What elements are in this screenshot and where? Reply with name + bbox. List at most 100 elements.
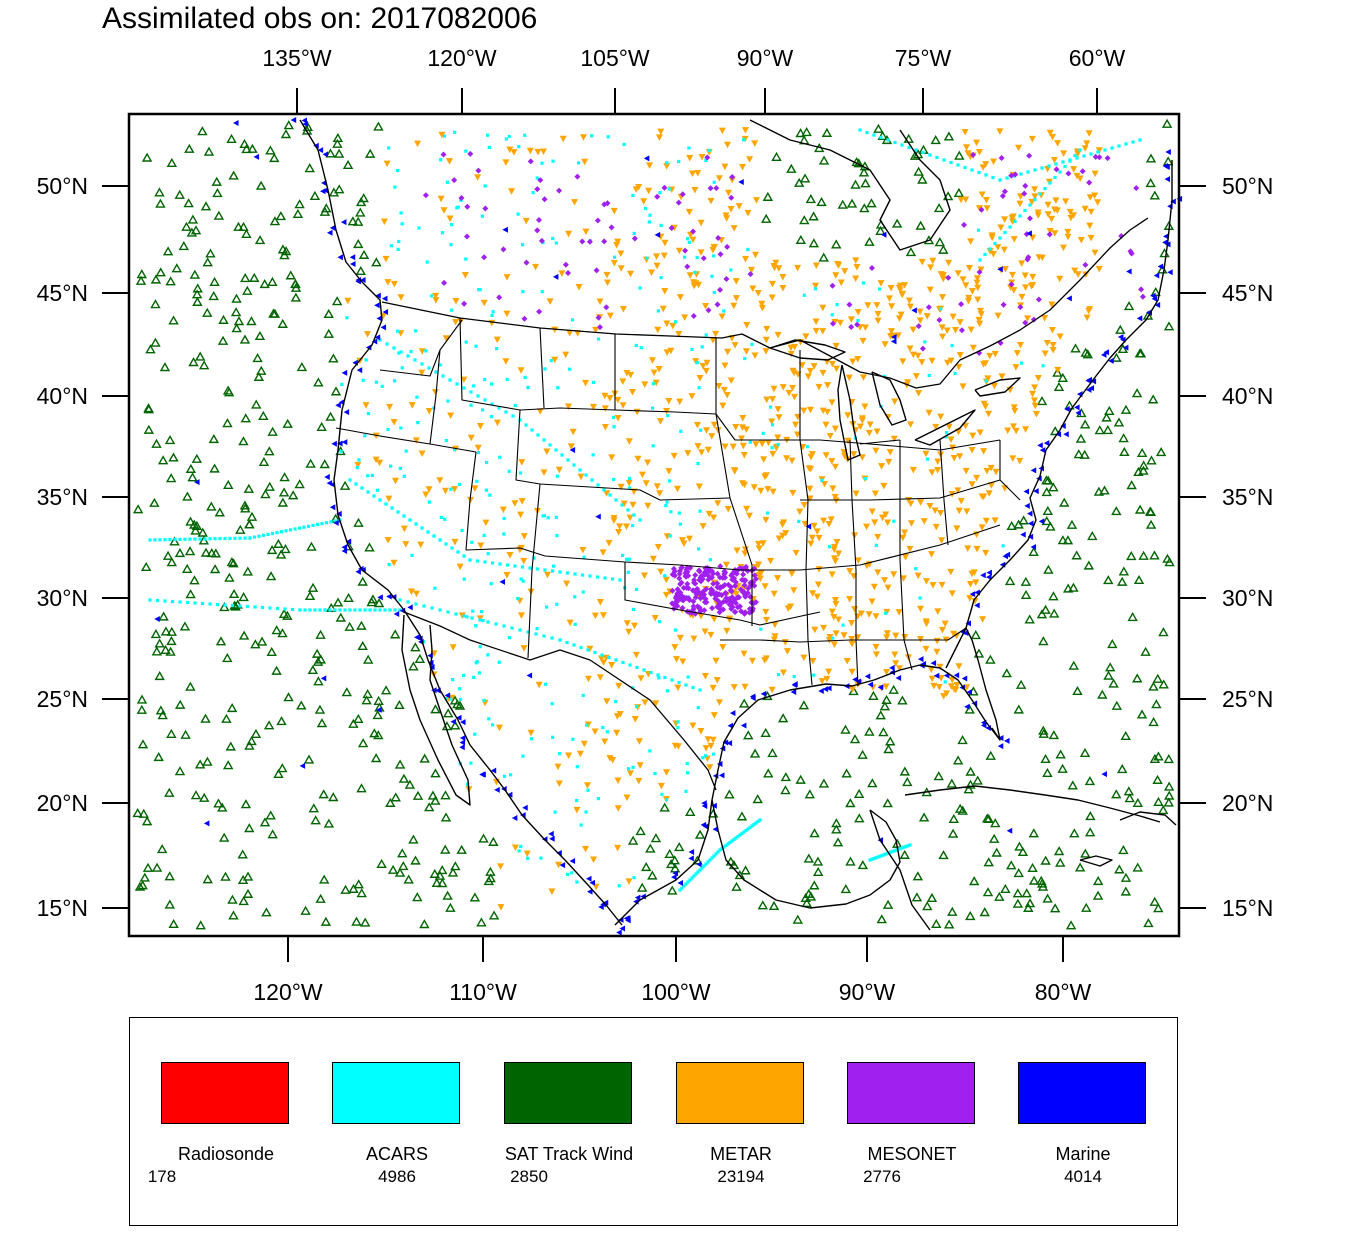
acars-marker — [253, 605, 257, 609]
acars-marker — [665, 500, 669, 504]
metar-marker — [685, 208, 693, 216]
sat-track-wind-marker — [1101, 412, 1112, 422]
hispaniola-coastline — [1119, 811, 1177, 826]
top-lon-label: 105°W — [580, 45, 650, 71]
sat-track-wind-marker — [780, 785, 791, 795]
metar-marker — [939, 333, 947, 341]
acars-marker — [677, 680, 681, 685]
sat-track-wind-marker — [1155, 447, 1167, 457]
mesonet-marker — [725, 581, 732, 588]
acars-marker — [701, 756, 705, 760]
sat-track-wind-marker — [373, 730, 384, 740]
metar-marker — [761, 583, 769, 590]
metar-marker — [1029, 234, 1037, 242]
acars-marker — [696, 461, 700, 466]
mesonet-marker — [527, 158, 534, 165]
legend-count: 2776 — [863, 1167, 901, 1186]
acars-marker — [400, 222, 404, 226]
metar-marker — [973, 139, 981, 147]
sat-track-wind-marker — [190, 525, 201, 535]
sat-track-wind-marker — [1048, 730, 1060, 740]
metar-marker — [948, 676, 956, 684]
sat-track-wind-marker — [664, 848, 675, 859]
sat-track-wind-marker — [665, 858, 677, 869]
metar-marker — [1091, 170, 1099, 178]
metar-marker — [953, 632, 961, 640]
acars-marker — [536, 433, 540, 437]
sat-track-wind-marker — [255, 180, 267, 190]
acars-marker — [1033, 168, 1037, 172]
acars-marker — [541, 514, 545, 518]
mesonet-marker — [1082, 261, 1089, 268]
acars-marker — [1003, 230, 1007, 235]
sat-track-wind-marker — [182, 491, 193, 501]
metar-marker — [968, 481, 976, 488]
marine-marker — [1006, 827, 1013, 834]
acars-marker — [935, 155, 939, 160]
acars-marker — [486, 620, 490, 624]
acars-marker — [707, 148, 711, 153]
metar-marker — [969, 432, 977, 440]
sat-track-wind-marker — [991, 847, 1002, 857]
marine-marker — [1030, 467, 1037, 474]
acars-marker — [504, 410, 508, 414]
legend-name: SAT Track Wind — [504, 1144, 634, 1164]
metar-marker — [872, 643, 880, 651]
metar-marker — [822, 421, 830, 429]
acars-marker — [573, 595, 577, 599]
acars-marker — [728, 840, 732, 845]
metar-marker — [631, 622, 639, 630]
metar-marker — [1050, 157, 1058, 164]
sat-track-wind-marker — [1147, 394, 1159, 404]
acars-marker — [408, 518, 412, 522]
metar-marker — [939, 294, 947, 301]
metar-marker — [635, 777, 643, 785]
metar-marker — [502, 358, 510, 365]
metar-marker — [774, 406, 782, 413]
acars-marker — [477, 671, 482, 675]
acars-marker — [649, 670, 653, 675]
sat-track-wind-marker — [356, 783, 367, 793]
acars-marker — [813, 287, 817, 291]
mesonet-marker — [556, 187, 563, 194]
metar-marker — [852, 275, 860, 282]
sat-track-wind-marker — [136, 704, 148, 714]
marine-marker — [1027, 533, 1034, 540]
acars-marker — [297, 526, 302, 530]
acars-marker — [1026, 170, 1030, 174]
metar-marker — [697, 219, 705, 227]
mesonet-marker — [746, 605, 753, 612]
metar-marker — [752, 197, 760, 204]
metar-marker — [641, 699, 649, 706]
acars-marker — [153, 538, 157, 542]
metar-marker — [511, 500, 519, 507]
acars-marker — [841, 623, 845, 627]
sat-track-wind-marker — [364, 542, 375, 552]
marine-marker — [333, 519, 339, 526]
metar-marker — [787, 344, 795, 352]
metar-marker — [1064, 228, 1072, 236]
sat-track-wind-marker — [1136, 709, 1148, 719]
acars-marker — [213, 537, 217, 541]
mesonet-marker — [721, 568, 728, 575]
metar-marker — [978, 191, 986, 199]
metar-marker — [653, 253, 661, 260]
mesonet-marker — [717, 251, 724, 258]
mesonet-marker — [690, 603, 697, 610]
acars-marker — [726, 842, 730, 846]
acars-marker — [444, 697, 448, 701]
metar-marker — [655, 365, 663, 373]
sat-track-wind-marker — [357, 576, 368, 586]
sat-track-wind-marker — [240, 413, 251, 423]
metar-marker — [820, 624, 828, 632]
sat-track-wind-marker — [1037, 881, 1049, 891]
metar-marker — [702, 745, 710, 752]
sat-track-wind-marker — [760, 727, 771, 737]
acars-marker — [704, 158, 708, 162]
acars-marker — [542, 634, 546, 638]
sat-track-wind-marker — [323, 328, 334, 338]
metar-marker — [641, 381, 649, 388]
sat-track-wind-marker — [812, 856, 824, 866]
metar-marker — [579, 546, 587, 554]
marine-marker — [455, 714, 462, 721]
